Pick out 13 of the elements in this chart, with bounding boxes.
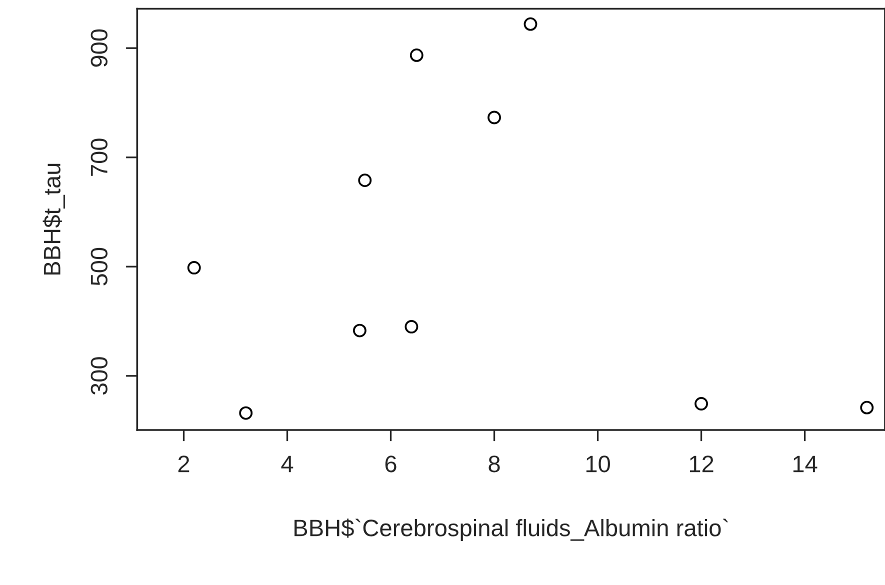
x-tick-label: 6 [385, 456, 396, 472]
x-tick-label: 10 [586, 456, 610, 472]
x-tick-label: 12 [690, 456, 714, 472]
x-axis-title: BBH$`Cerebrospinal fluids_Albumin ratio` [294, 518, 728, 542]
x-tick-label: 14 [793, 456, 818, 472]
y-axis-title: BBH$t_tau [42, 164, 65, 275]
x-tick-label: 2 [178, 456, 190, 472]
y-tick-label: 700 [90, 138, 108, 176]
x-tick-label: 4 [281, 456, 294, 472]
x-tick-label: 8 [488, 456, 500, 472]
y-tick-label: 300 [90, 357, 108, 395]
y-tick-label: 900 [90, 29, 108, 67]
y-tick-label: 500 [90, 248, 108, 286]
